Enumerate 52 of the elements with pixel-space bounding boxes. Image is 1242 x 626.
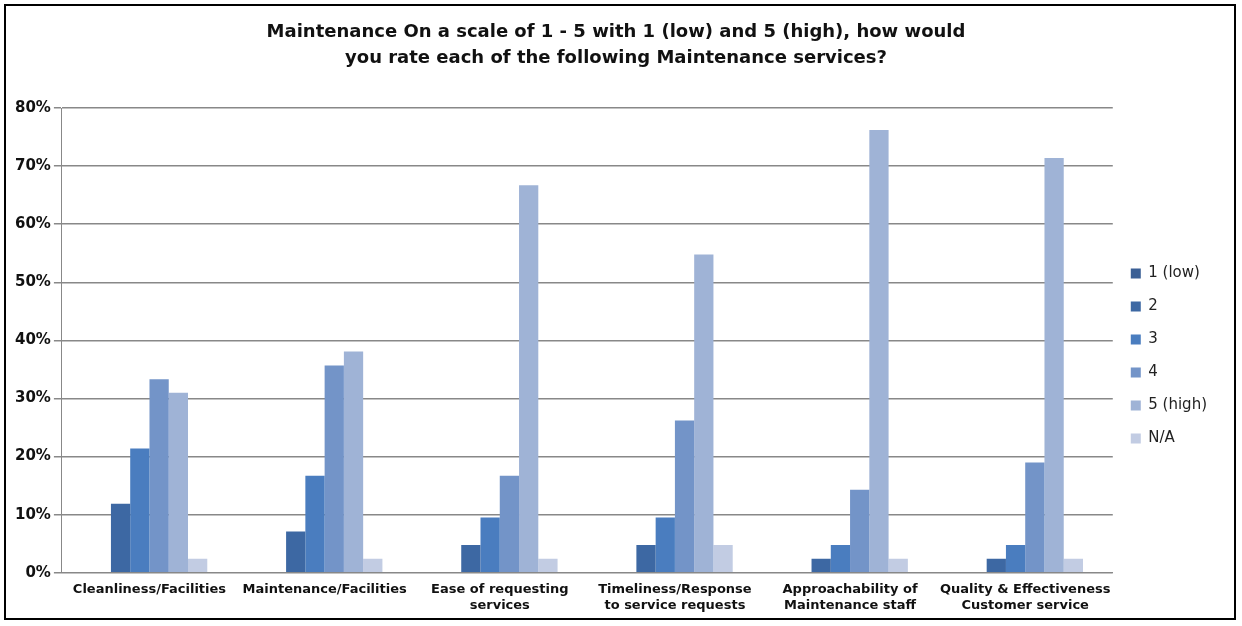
y-tick-label: 60%: [15, 214, 51, 233]
legend-label: 2: [1148, 296, 1158, 315]
bar: [850, 489, 870, 573]
bar: [168, 392, 189, 573]
bar: [1005, 544, 1026, 573]
bar: [538, 558, 558, 573]
bar: [674, 420, 695, 573]
bar: [888, 558, 908, 573]
chart-title: Maintenance On a scale of 1 - 5 with 1 (low) and 5 (high), how would you rate each of the following Maintenance services?: [265, 19, 967, 69]
bar: [149, 379, 169, 573]
bar: [343, 351, 364, 573]
y-tick-label: 10%: [15, 504, 51, 523]
bar: [305, 475, 325, 573]
bar: [130, 448, 150, 573]
bar: [1044, 157, 1064, 573]
y-tick-label: 20%: [15, 446, 51, 465]
legend-label: 1 (low): [1148, 263, 1200, 282]
x-tick-label: Ease of requesting services: [431, 580, 569, 612]
bar: [986, 558, 1006, 573]
bar: [324, 365, 344, 573]
legend-label: 5 (high): [1148, 395, 1207, 414]
x-tick-label: Timeliness/Response to service requests: [598, 580, 752, 612]
bar: [1025, 462, 1045, 573]
bar: [188, 558, 208, 573]
y-tick-label: 70%: [15, 155, 51, 174]
bar: [694, 254, 714, 573]
bar: [110, 503, 131, 573]
y-tick-label: 30%: [15, 388, 51, 407]
y-tick-label: 40%: [15, 330, 51, 349]
bar: [869, 130, 889, 573]
bar: [499, 475, 520, 573]
bar: [655, 517, 675, 573]
x-tick-label: Maintenance/Facilities: [242, 580, 407, 596]
bar: [461, 544, 481, 573]
bar: [286, 531, 306, 573]
bar: [363, 558, 383, 573]
bar: [1063, 558, 1084, 573]
y-tick-label: 80%: [15, 97, 51, 116]
bar: [830, 544, 851, 573]
x-tick-label: Approachability of Maintenance staff: [782, 580, 918, 612]
bar: [811, 558, 831, 573]
x-tick-label: Cleanliness/Facilities: [72, 580, 227, 596]
y-tick-label: 50%: [15, 272, 51, 291]
bar: [519, 185, 539, 573]
bar: [636, 544, 656, 573]
legend-label: 4: [1148, 362, 1158, 381]
bar: [480, 517, 500, 573]
bar: [713, 544, 733, 573]
y-tick-label: 0%: [25, 562, 51, 581]
x-tick-label: Quality & Effectiveness Customer service: [939, 580, 1111, 612]
legend-label: N/A: [1148, 428, 1176, 447]
legend-label: 3: [1148, 329, 1158, 348]
